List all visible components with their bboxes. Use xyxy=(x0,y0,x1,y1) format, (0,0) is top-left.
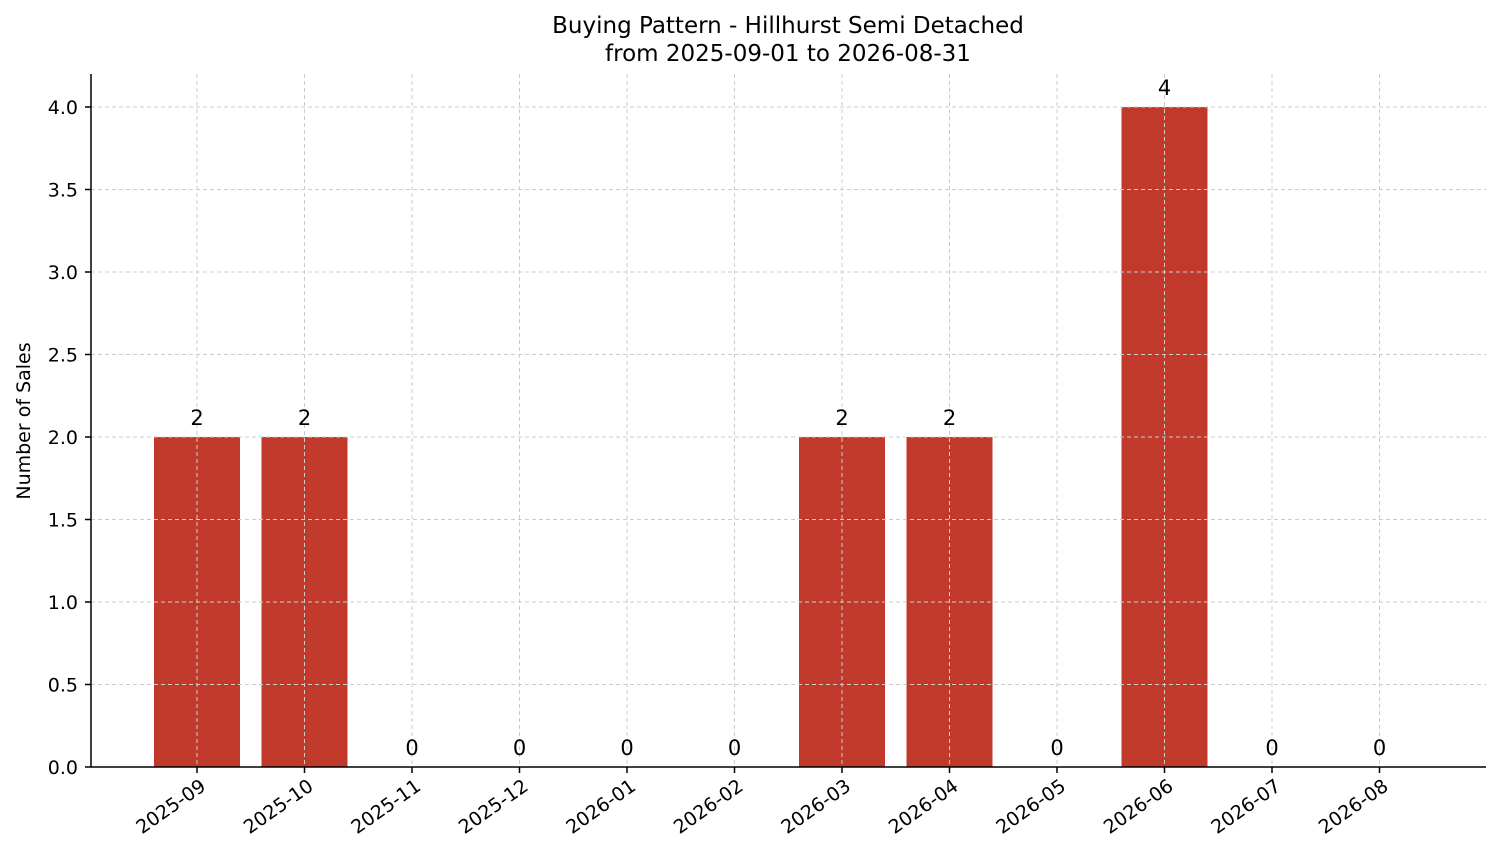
axis-layer xyxy=(85,74,1486,773)
x-tick-label: 2025-11 xyxy=(347,775,425,839)
x-tick-label: 2026-08 xyxy=(1315,775,1393,839)
y-tick-label: 3.5 xyxy=(48,180,78,202)
y-tick-label: 2.5 xyxy=(48,345,78,367)
y-tick-label: 2.0 xyxy=(48,427,78,449)
bar-value-label: 0 xyxy=(1373,736,1386,760)
bar-value-label: 2 xyxy=(943,406,956,430)
bar-value-label: 2 xyxy=(298,406,311,430)
bar-value-label: 0 xyxy=(405,736,418,760)
bar-value-label: 4 xyxy=(1158,76,1171,100)
bar-value-label: 2 xyxy=(190,406,203,430)
y-axis-label: Number of Sales xyxy=(13,342,35,499)
x-tick-label: 2025-12 xyxy=(455,775,533,839)
bar-layer xyxy=(91,74,1486,767)
x-tick-label: 2026-05 xyxy=(992,775,1070,839)
x-tick-label: 2025-09 xyxy=(132,775,210,839)
y-tick-label: 1.0 xyxy=(48,592,78,614)
chart-subtitle: from 2025-09-01 to 2026-08-31 xyxy=(605,41,971,67)
chart-title: Buying Pattern - Hillhurst Semi Detached xyxy=(552,13,1024,39)
x-tick-label: 2026-06 xyxy=(1100,775,1178,839)
x-tick-label: 2026-02 xyxy=(670,775,748,839)
y-tick-label: 0.0 xyxy=(48,757,78,779)
y-tick-label: 3.0 xyxy=(48,262,78,284)
y-tick-label: 4.0 xyxy=(48,97,78,119)
bar-value-label: 0 xyxy=(620,736,633,760)
bar-value-label: 0 xyxy=(513,736,526,760)
x-tick-label: 2026-04 xyxy=(885,775,963,839)
x-tick-label: 2026-01 xyxy=(562,775,640,839)
x-tick-label: 2026-07 xyxy=(1207,775,1285,839)
bar-value-label: 0 xyxy=(728,736,741,760)
y-tick-label: 1.5 xyxy=(48,510,78,532)
y-tick-label: 0.5 xyxy=(48,675,78,697)
bar-value-label: 0 xyxy=(1050,736,1063,760)
x-tick-label: 2026-03 xyxy=(777,775,855,839)
x-tick-label: 2025-10 xyxy=(240,775,318,839)
bar-value-label: 0 xyxy=(1265,736,1278,760)
bar-value-label: 2 xyxy=(835,406,848,430)
